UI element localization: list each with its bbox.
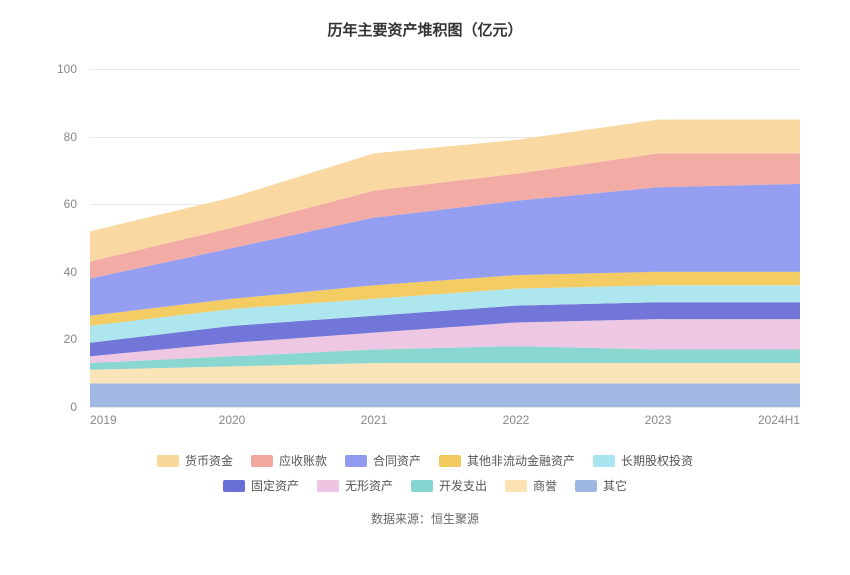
legend-swatch: [157, 455, 179, 467]
x-tick: 2024H1: [758, 413, 800, 427]
stacked-area-svg: [90, 52, 800, 407]
y-tick: 0: [70, 400, 77, 414]
legend-item-intangible[interactable]: 无形资产: [317, 477, 393, 494]
x-tick: 2021: [361, 413, 388, 427]
legend-row: 固定资产 无形资产 开发支出 商誉 其它: [100, 477, 750, 494]
x-axis: 2019 2020 2021 2022 2023 2024H1: [90, 407, 800, 432]
chart-title: 历年主要资产堆积图（亿元）: [40, 20, 810, 42]
legend: 货币资金 应收账款 合同资产 其他非流动金融资产 长期股权投资固定资产 无形资产 开发支出 商…: [40, 452, 810, 494]
legend-swatch: [411, 480, 433, 492]
legend-swatch: [251, 455, 273, 467]
legend-label: 商誉: [533, 477, 557, 494]
y-tick: 40: [64, 265, 77, 279]
legend-swatch: [317, 480, 339, 492]
legend-item-contract[interactable]: 合同资产: [345, 452, 421, 469]
legend-label: 其它: [603, 477, 627, 494]
legend-item-cash[interactable]: 货币资金: [157, 452, 233, 469]
x-tick: 2020: [219, 413, 246, 427]
legend-swatch: [439, 455, 461, 467]
legend-item-receivable[interactable]: 应收账款: [251, 452, 327, 469]
x-tick: 2022: [503, 413, 530, 427]
legend-label: 合同资产: [373, 452, 421, 469]
area-other: [90, 383, 800, 407]
data-source: 数据来源：恒生聚源: [40, 510, 810, 527]
legend-item-rnd_exp[interactable]: 开发支出: [411, 477, 487, 494]
x-tick: 2019: [90, 413, 117, 427]
chart-container: 历年主要资产堆积图（亿元） 020406080100 2019202020212…: [0, 0, 850, 575]
legend-swatch: [345, 455, 367, 467]
y-tick: 20: [64, 332, 77, 346]
y-axis: 020406080100: [40, 52, 85, 407]
plot-area: 020406080100 201920202021202220232024H1: [90, 52, 800, 432]
legend-item-other_ncfa[interactable]: 其他非流动金融资产: [439, 452, 575, 469]
legend-label: 固定资产: [251, 477, 299, 494]
x-tick: 2023: [645, 413, 672, 427]
y-tick: 60: [64, 197, 77, 211]
legend-item-fixed[interactable]: 固定资产: [223, 477, 299, 494]
legend-item-lt_equity[interactable]: 长期股权投资: [593, 452, 693, 469]
legend-swatch: [505, 480, 527, 492]
legend-label: 长期股权投资: [621, 452, 693, 469]
legend-label: 货币资金: [185, 452, 233, 469]
legend-label: 其他非流动金融资产: [467, 452, 575, 469]
legend-item-goodwill[interactable]: 商誉: [505, 477, 557, 494]
legend-label: 无形资产: [345, 477, 393, 494]
legend-swatch: [223, 480, 245, 492]
legend-row: 货币资金 应收账款 合同资产 其他非流动金融资产 长期股权投资: [100, 452, 750, 469]
legend-swatch: [575, 480, 597, 492]
legend-swatch: [593, 455, 615, 467]
y-tick: 100: [57, 62, 77, 76]
legend-label: 应收账款: [279, 452, 327, 469]
y-tick: 80: [64, 130, 77, 144]
legend-item-other[interactable]: 其它: [575, 477, 627, 494]
legend-label: 开发支出: [439, 477, 487, 494]
